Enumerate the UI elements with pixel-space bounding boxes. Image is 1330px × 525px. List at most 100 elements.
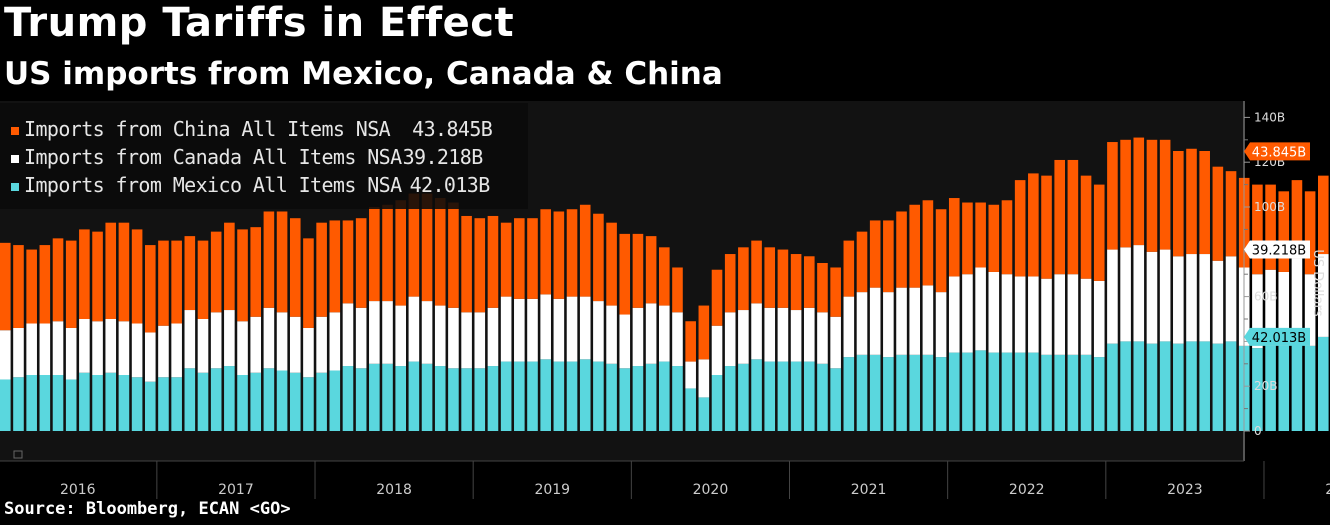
bar-mexico <box>1054 354 1065 431</box>
bar-canada <box>883 292 894 358</box>
bar-mexico <box>158 377 169 431</box>
bar-mexico <box>817 363 828 431</box>
bar-canada <box>579 296 591 360</box>
bar-china <box>500 222 512 297</box>
bar-canada <box>65 327 77 380</box>
bar-china <box>210 231 222 313</box>
bar-canada <box>184 310 196 369</box>
bar-china <box>896 211 907 288</box>
bar-china <box>171 240 182 324</box>
bar-mexico <box>830 368 841 431</box>
bar-china <box>948 198 960 277</box>
bar-china <box>1067 159 1079 275</box>
bar-china <box>817 263 828 313</box>
bar-china <box>487 215 499 308</box>
bar-china <box>131 229 143 324</box>
bar-canada <box>645 303 657 364</box>
bar-mexico <box>962 352 973 431</box>
bar-china <box>514 218 525 299</box>
bar-canada <box>514 298 525 362</box>
bar-mexico <box>1120 341 1131 431</box>
legend-label-mexico: Imports from Mexico All Items NSA <box>24 173 402 197</box>
last-value-mexico-bg <box>1244 327 1310 346</box>
bar-china <box>909 204 921 288</box>
bar-china <box>856 231 868 293</box>
bar-canada <box>698 359 710 398</box>
bar-china <box>144 245 156 333</box>
bar-mexico <box>184 368 196 431</box>
legend-swatch-canada <box>11 154 19 163</box>
bar-china <box>883 220 894 293</box>
bar-canada <box>896 287 907 355</box>
bar-mexico <box>250 372 262 431</box>
bar-canada <box>1146 251 1158 344</box>
bar-mexico <box>659 361 670 431</box>
bar-china <box>289 218 301 317</box>
bar-china <box>1199 151 1210 255</box>
zoom-handle <box>13 450 23 459</box>
bar-canada <box>421 301 433 364</box>
bar-mexico <box>1173 343 1184 431</box>
bar-china <box>92 231 103 322</box>
bar-canada <box>672 312 683 367</box>
bar-mexico <box>1093 357 1105 431</box>
bar-canada <box>79 319 90 373</box>
bar-mexico <box>1159 341 1171 431</box>
bar-china <box>1028 173 1039 277</box>
bar-canada <box>843 296 855 358</box>
bar-china <box>566 209 578 297</box>
bar-mexico <box>896 354 907 431</box>
bar-canada <box>909 287 921 355</box>
year-label: 2021 <box>851 482 887 498</box>
bar-canada <box>434 305 446 367</box>
bar-china <box>1159 139 1171 250</box>
bar-china <box>619 233 631 315</box>
last-value-china: 43.845B <box>1252 145 1306 160</box>
bar-china <box>1225 171 1237 257</box>
bar-canada <box>171 323 182 378</box>
bar-china <box>764 247 776 308</box>
stacked-bar-chart: 020B40B60B80B100B120B140BUS Dollars 2016… <box>0 101 1330 499</box>
bar-canada <box>474 312 486 369</box>
bar-china <box>593 213 604 302</box>
bar-canada <box>487 307 499 367</box>
bar-china <box>250 227 262 317</box>
bar-canada <box>1014 276 1026 353</box>
bar-mexico <box>935 357 947 431</box>
bar-mexico <box>105 372 117 431</box>
legend-item-mexico: Imports from Mexico All Items NSA 42.013B <box>11 173 490 197</box>
legend-label-china: Imports from China All Items NSA <box>24 117 391 141</box>
bar-mexico <box>1014 352 1026 431</box>
bar-canada <box>948 276 960 353</box>
bar-mexico <box>645 363 657 431</box>
bar-mexico <box>1318 336 1329 431</box>
bar-canada <box>764 307 776 362</box>
bar-canada <box>922 285 934 355</box>
bar-mexico <box>408 361 420 431</box>
legend-swatch-china <box>11 126 19 135</box>
bar-mexico <box>26 375 37 431</box>
bar-canada <box>289 316 301 373</box>
bar-canada <box>1001 274 1013 353</box>
bar-canada <box>1318 254 1329 337</box>
bar-mexico <box>52 375 64 431</box>
bar-canada <box>1041 278 1052 355</box>
bar-mexico <box>593 361 604 431</box>
bar-canada <box>711 325 723 375</box>
bar-mexico <box>1067 354 1079 431</box>
bar-canada <box>448 307 459 369</box>
bar-mexico <box>1001 352 1013 431</box>
bar-china <box>1120 139 1131 248</box>
bar-mexico <box>1265 345 1276 431</box>
bar-mexico <box>171 377 182 431</box>
bar-china <box>975 202 986 268</box>
bar-canada <box>988 271 1000 353</box>
bar-mexico <box>144 381 156 431</box>
bar-mexico <box>1252 348 1263 431</box>
bar-canada <box>553 298 565 362</box>
bar-china <box>26 249 37 324</box>
bar-canada <box>408 296 420 362</box>
bar-china <box>527 218 538 299</box>
bar-china <box>606 222 617 306</box>
bar-mexico <box>751 359 762 431</box>
